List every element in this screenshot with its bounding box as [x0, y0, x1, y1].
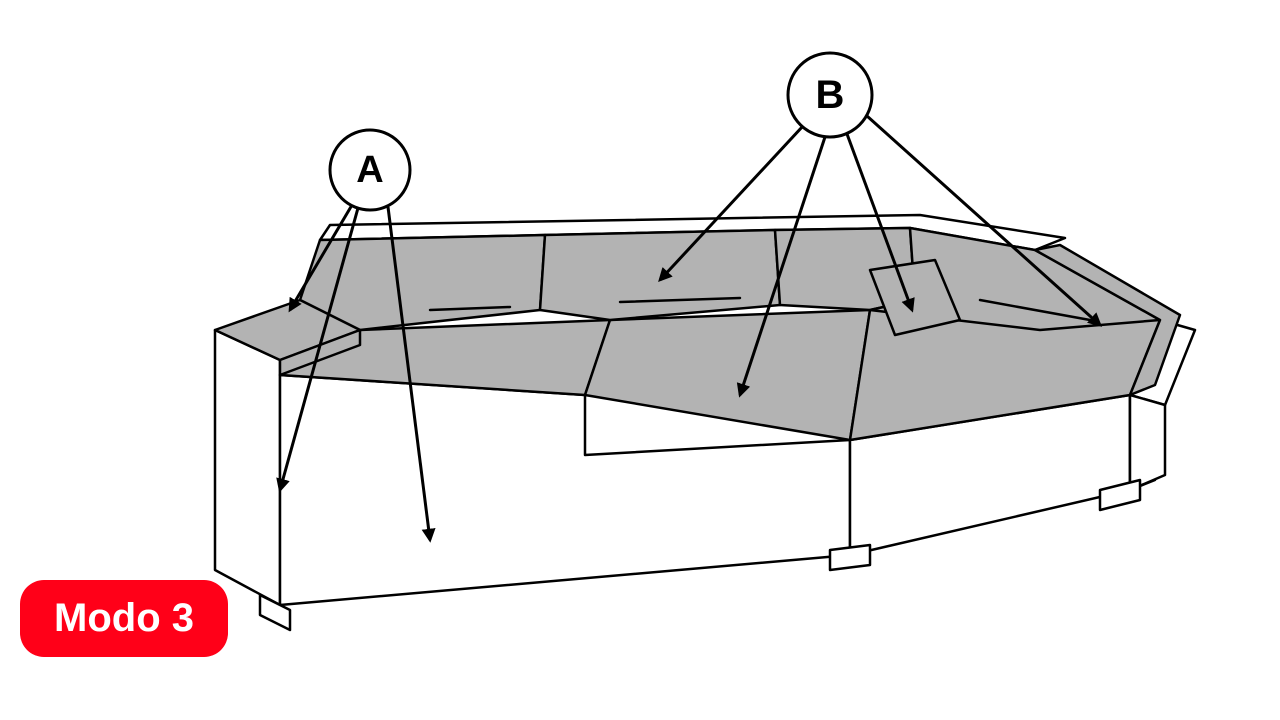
callout-label-b: B	[816, 73, 845, 117]
mode-badge-label: Modo 3	[54, 596, 194, 640]
mode-badge: Modo 3	[20, 580, 228, 657]
diagram-canvas: A B Modo 3	[0, 0, 1280, 720]
callout-label-a: A	[356, 149, 383, 191]
